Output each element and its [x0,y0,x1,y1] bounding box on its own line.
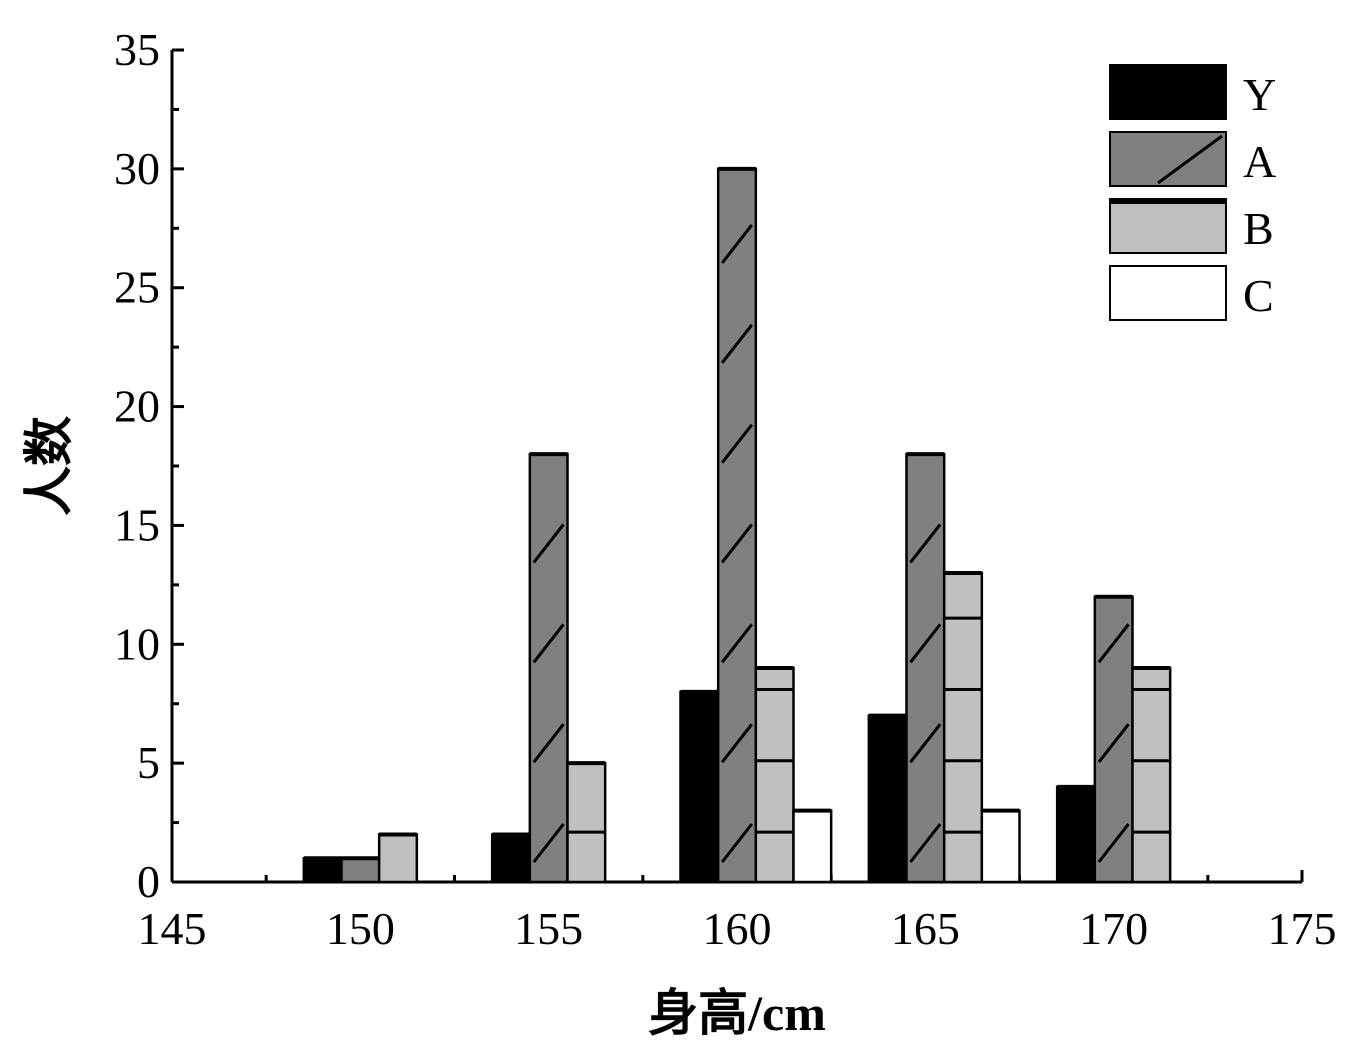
bar-hatch [1097,823,1130,863]
bar-hatch [720,723,754,764]
legend-swatch [1109,265,1227,321]
bar-hatch [909,723,942,764]
legend-label: A [1243,136,1276,187]
y-tick-label: 10 [114,618,160,669]
bar-hatch [532,623,565,664]
bar-A-165 [905,452,946,884]
bar-hatch [720,423,754,464]
bar-B-150 [377,832,419,884]
bar-hatch [909,523,942,564]
bar-hatch [909,623,942,664]
bar-Y-160 [679,689,720,884]
x-tick-label: 145 [138,903,207,954]
x-tick-label: 150 [326,903,395,954]
bar-hatch [720,224,754,264]
x-tick-label: 165 [891,903,960,954]
bar-hatch [532,523,565,564]
bar-Y-155 [490,832,532,884]
x-axis-title: 身高/cm [648,985,826,1041]
y-tick-label: 5 [137,737,160,788]
bar-rect [302,856,343,884]
bar-A-155 [528,452,569,884]
bar-Y-170 [1055,784,1097,884]
x-tick-label: 175 [1268,903,1337,954]
bar-B-155 [566,761,607,884]
bar-hatch [909,823,942,863]
bar-C-165 [980,808,1021,884]
legend-label: Y [1243,69,1276,120]
y-tick-label: 15 [114,499,160,550]
x-tick-label: 160 [703,903,772,954]
y-axis-title: 人数 [21,416,77,516]
bar-A-150 [340,856,381,884]
legend-item-A: A [1109,131,1276,187]
bar-rect [980,809,1021,884]
bar-rect [1131,666,1172,884]
bar-A-170 [1093,594,1134,884]
y-tick-label: 20 [114,381,160,432]
legend-label: C [1243,270,1274,321]
bar-rect [566,761,607,884]
legend-label: B [1243,203,1274,254]
legend-item-Y: Y [1109,64,1276,120]
bar-hatch [720,523,754,564]
bar-hatch [720,323,754,364]
bar-Y-165 [867,713,908,884]
bar-A-160 [716,166,758,884]
bar-hatch [720,823,754,863]
bars [302,166,1172,884]
y-tick-label: 0 [137,856,160,907]
legend-swatch [1109,131,1227,187]
bar-hatch [532,823,565,863]
bar-rect [1093,595,1134,884]
bar-B-170 [1131,666,1172,884]
y-tick-label: 25 [114,262,160,313]
bar-rect [679,690,720,884]
bar-rect [867,714,908,884]
bar-rect [1055,785,1097,884]
x-ticks: 145 150 155 160 165 170 175 [138,870,1337,954]
legend-item-B: B [1109,198,1274,254]
bar-rect [340,856,381,884]
bar-rect [528,452,569,884]
bar-rect [377,833,419,884]
bar-hatch [720,623,754,664]
bar-rect [792,809,833,884]
bar-rect [490,833,532,884]
y-tick-label: 35 [114,24,160,75]
y-tick-label: 30 [114,143,160,194]
bar-rect [905,452,946,884]
y-ticks: 0 5 10 15 20 25 30 35 [114,24,184,907]
legend-swatch [1109,64,1227,120]
bar-B-160 [754,666,795,884]
legend-swatch [1109,198,1227,254]
bar-B-165 [942,570,984,884]
x-tick-label: 155 [514,903,583,954]
bar-hatch [532,723,565,764]
x-tick-label: 170 [1079,903,1148,954]
bar-rect [754,666,795,884]
bar-hatch [1097,623,1130,664]
bar-C-160 [792,808,833,884]
bar-rect [942,571,984,884]
legend-hatch [1157,134,1223,185]
bar-hatch [1097,723,1130,764]
bar-Y-150 [302,856,343,884]
legend-item-C: C [1109,265,1274,321]
